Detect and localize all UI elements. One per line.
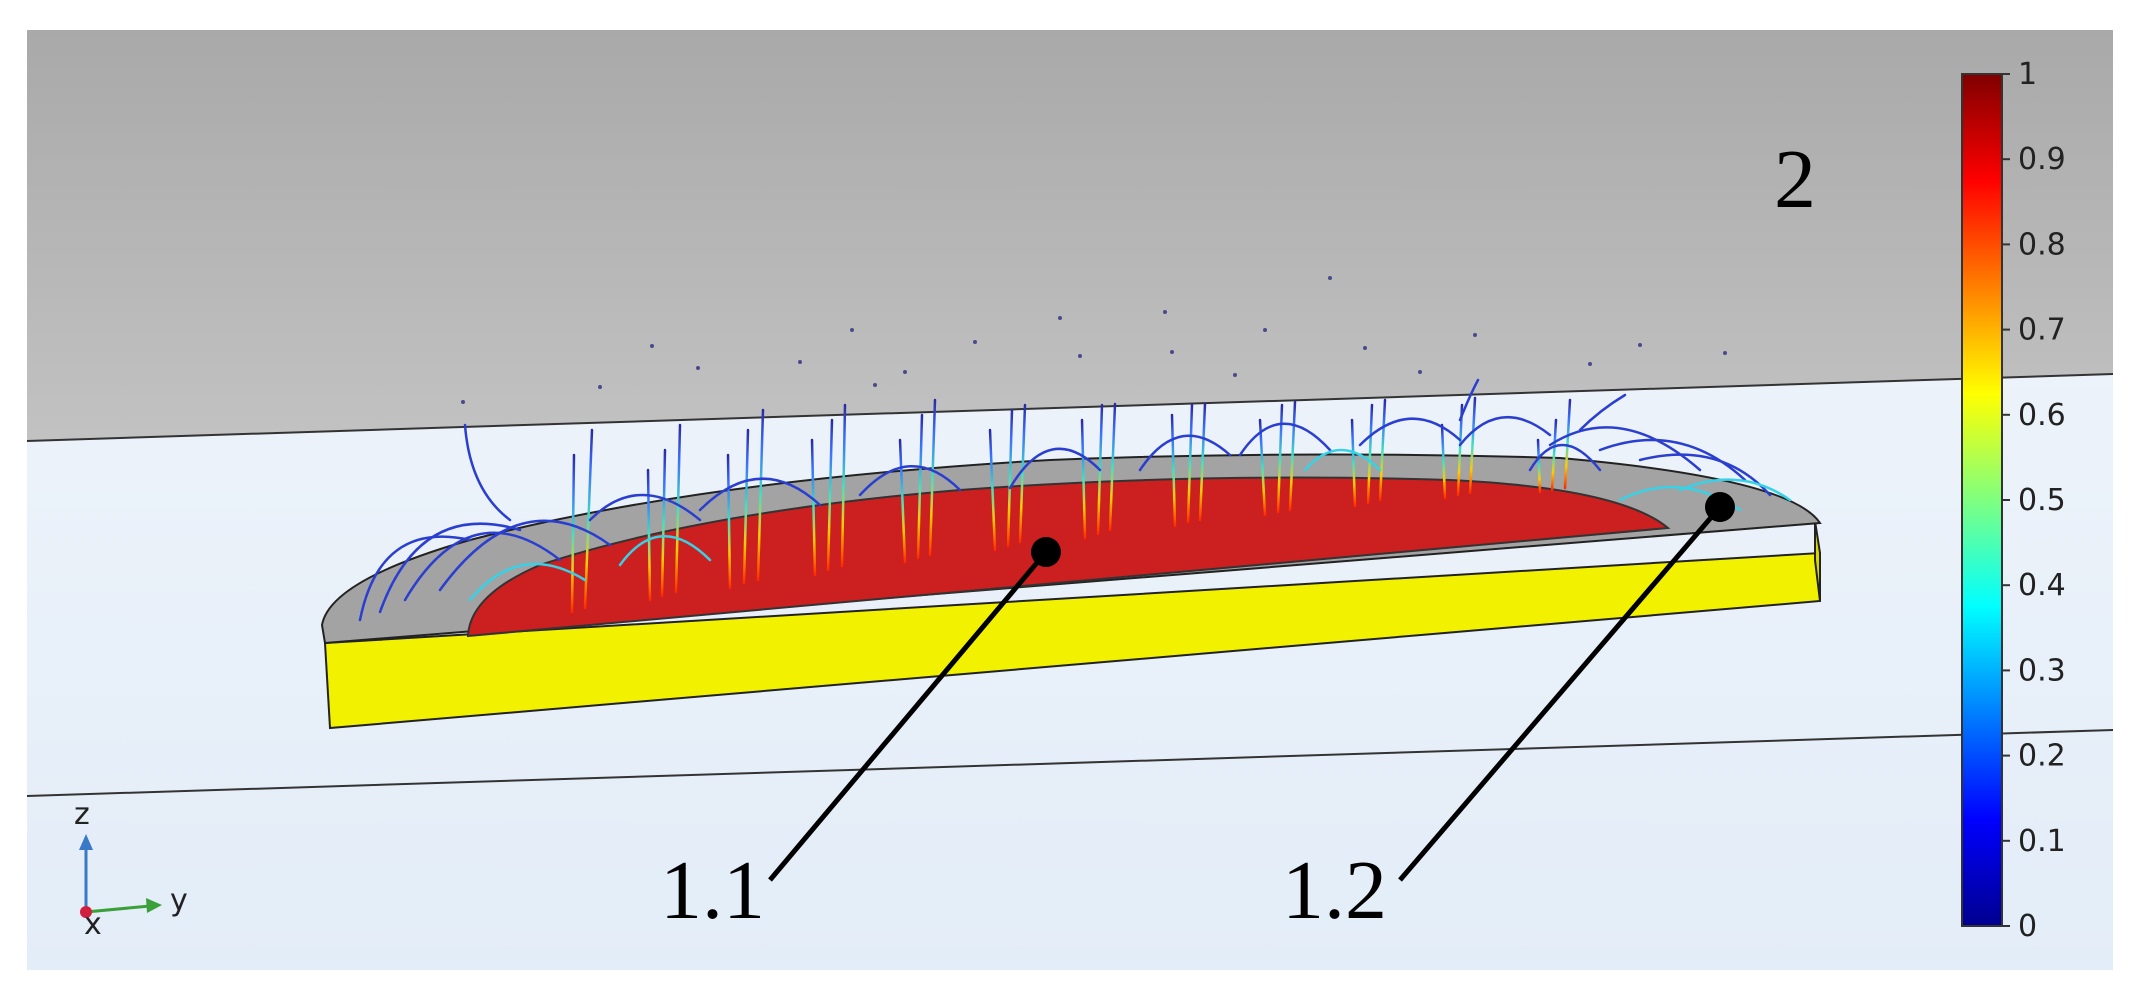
- colorbar-tick-label: 0.2: [2018, 739, 2066, 774]
- colorbar-tick-label: 1: [2018, 57, 2037, 92]
- colorbar-tick-label: 0.9: [2018, 142, 2066, 177]
- upper-domain-label: 2: [1774, 133, 1816, 226]
- lower-boundary-line: [26, 729, 2114, 797]
- axis-x-label: x: [84, 907, 102, 942]
- callout-rim-label: 1.2: [1282, 844, 1387, 937]
- callout-body-marker: [1031, 537, 1061, 567]
- colorbar-tick-label: 0.4: [2018, 568, 2066, 603]
- colorbar-tick-label: 0.8: [2018, 227, 2066, 262]
- colorbar-tick-label: 0.7: [2018, 313, 2066, 348]
- colorbar-ramp: [1961, 73, 2003, 927]
- streamlines: [358, 378, 1792, 622]
- field-points: [461, 276, 1727, 404]
- axes-triad: z y x: [74, 797, 188, 942]
- colorbar-tick-label: 0.3: [2018, 653, 2066, 688]
- callout-body: 1.1: [660, 537, 1061, 937]
- upper-region: [27, 30, 2113, 441]
- slab-right-face: [1814, 520, 1821, 602]
- slab: [320, 453, 1822, 730]
- axis-z-label: z: [74, 797, 90, 832]
- colorbar-tick-label: 0.6: [2018, 398, 2066, 433]
- axis-y-label: y: [170, 883, 188, 918]
- colorbar-tick-label: 0.1: [2018, 824, 2066, 859]
- callout-body-label: 1.1: [660, 844, 765, 937]
- colorbar-tick-label: 0.5: [2018, 483, 2066, 518]
- upper-boundary-line: [26, 373, 2114, 442]
- callout-rim-marker: [1705, 492, 1735, 522]
- colorbar-tick-label: 0: [2018, 909, 2037, 944]
- callout-rim: 1.2: [1282, 492, 1735, 937]
- colorbar: 0 0.1 0.2 0.3 0.4 0.5 0.6 0.7 0.8 0.9 1: [1961, 57, 2066, 944]
